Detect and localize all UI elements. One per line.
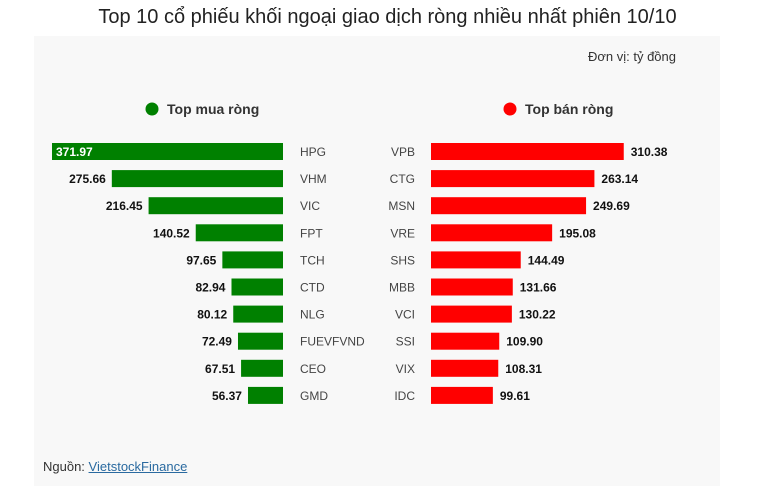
source-prefix: Nguồn: <box>43 459 89 474</box>
sell-category-label: SHS <box>390 253 415 267</box>
sell-bar <box>431 359 499 377</box>
buy-category-label: HPG <box>300 145 326 159</box>
sell-bar <box>431 278 513 296</box>
buy-value-label: 371.97 <box>56 145 93 159</box>
sell-bar <box>431 305 512 323</box>
buy-value-label: 216.45 <box>106 199 143 213</box>
sell-value-label: 131.66 <box>520 281 557 295</box>
source-link[interactable]: VietstockFinance <box>88 459 188 474</box>
sell-category-label: SSI <box>396 335 415 349</box>
buy-value-label: 67.51 <box>205 362 235 376</box>
sell-value-label: 263.14 <box>601 172 638 186</box>
sell-category-label: VPB <box>391 145 415 159</box>
sell-value-label: 249.69 <box>593 199 630 213</box>
buy-value-label: 56.37 <box>212 389 242 403</box>
sell-bar <box>431 251 521 269</box>
sell-category-label: VCI <box>395 308 415 322</box>
legend: Top mua ròng Top bán ròng <box>145 101 613 117</box>
source-note: Nguồn: VietstockFinance <box>43 459 187 474</box>
sell-value-label: 109.90 <box>506 335 543 349</box>
buy-category-label: FPT <box>300 226 323 240</box>
buy-series: 371.97 HPG 275.66 VHM 216.45 VIC 140.52 FPT 97.6… <box>52 143 365 404</box>
buy-bar <box>52 143 283 160</box>
chart-title: Top 10 cổ phiếu khối ngoại giao dịch ròn… <box>98 6 677 28</box>
buy-bar <box>111 170 283 188</box>
legend-marker-buy <box>145 102 159 116</box>
buy-category-label: CEO <box>300 362 326 376</box>
sell-value-label: 108.31 <box>505 362 542 376</box>
sell-category-label: IDC <box>394 389 415 403</box>
sell-value-label: 99.61 <box>500 389 530 403</box>
unit-note: Đơn vị: tỷ đồng <box>587 49 676 64</box>
sell-bar <box>431 197 587 215</box>
sell-series: VPB 310.38 CTG 263.14 MSN 249.69 VRE 195.08 SHS 1… <box>388 143 668 404</box>
buy-bar <box>148 197 283 215</box>
buy-value-label: 72.49 <box>202 335 232 349</box>
sell-bar <box>431 386 493 404</box>
legend-marker-sell <box>503 102 517 116</box>
sell-bar <box>431 224 553 242</box>
buy-category-label: TCH <box>300 253 325 267</box>
buy-value-label: 140.52 <box>153 226 190 240</box>
buy-value-label: 80.12 <box>197 308 227 322</box>
sell-value-label: 195.08 <box>559 226 596 240</box>
buy-category-label: CTD <box>300 281 325 295</box>
legend-label-buy: Top mua ròng <box>167 101 259 117</box>
buy-bar <box>241 359 283 377</box>
buy-value-label: 275.66 <box>69 172 106 186</box>
sell-bar <box>431 170 595 188</box>
buy-bar <box>247 386 283 404</box>
buy-bar <box>231 278 283 296</box>
sell-bar <box>431 332 500 350</box>
sell-category-label: MSN <box>388 199 415 213</box>
chart-panel: Đơn vị: tỷ đồng Top mua ròng Top bán ròng… <box>34 36 720 486</box>
buy-category-label: GMD <box>300 389 328 403</box>
net-trading-chart: Top mua ròng Top bán ròng 371.97 HPG 275.66… <box>52 101 668 404</box>
sell-bar <box>431 143 624 160</box>
buy-category-label: FUEVFVND <box>300 335 365 349</box>
buy-bar <box>222 251 283 269</box>
buy-bar <box>237 332 283 350</box>
buy-category-label: NLG <box>300 308 325 322</box>
buy-value-label: 97.65 <box>186 253 216 267</box>
sell-category-label: VRE <box>390 226 415 240</box>
buy-bar <box>233 305 283 323</box>
sell-category-label: MBB <box>389 281 415 295</box>
buy-value-label: 82.94 <box>195 281 225 295</box>
sell-category-label: VIX <box>396 362 415 376</box>
sell-category-label: CTG <box>390 172 415 186</box>
buy-category-label: VIC <box>300 199 320 213</box>
sell-value-label: 130.22 <box>519 308 556 322</box>
buy-category-label: VHM <box>300 172 327 186</box>
buy-bar <box>195 224 283 242</box>
sell-value-label: 310.38 <box>631 145 668 159</box>
sell-value-label: 144.49 <box>528 253 565 267</box>
legend-label-sell: Top bán ròng <box>525 101 613 117</box>
